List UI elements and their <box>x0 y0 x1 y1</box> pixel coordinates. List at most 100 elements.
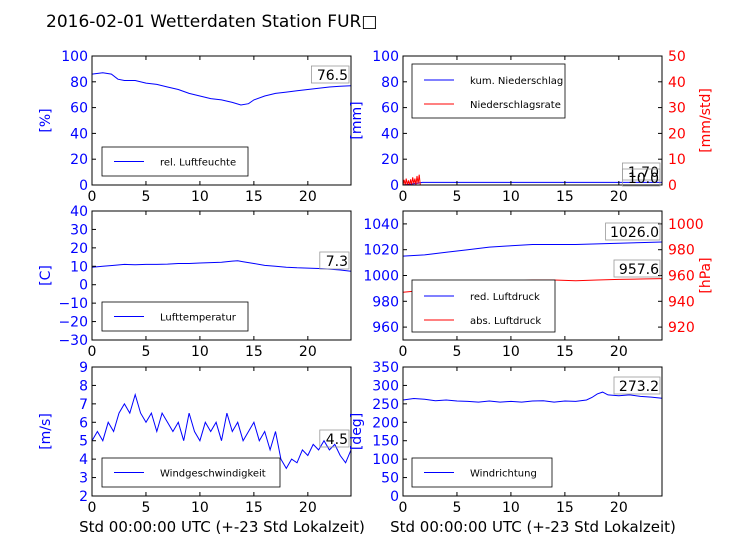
legend-label: kum. Niederschlag <box>470 76 563 87</box>
x-tick-label: 5 <box>452 344 461 360</box>
legend-label: Niederschlagsrate <box>470 100 561 111</box>
y-tick-label: 1000 <box>363 269 399 285</box>
y-axis-label: [deg] <box>349 413 365 450</box>
y-tick-label: 40 <box>70 126 88 142</box>
y-tick-label: 0 <box>390 489 399 505</box>
last-value-box <box>622 168 661 187</box>
x-tick-label: 15 <box>245 344 263 360</box>
y-tick-label: 200 <box>372 415 399 431</box>
y-tick-label: −30 <box>58 333 88 349</box>
series-line-windspeed-0 <box>91 392 352 470</box>
y-tick-label: 30 <box>70 222 88 238</box>
last-value-box <box>605 222 661 241</box>
y-tick-label: 80 <box>381 75 399 91</box>
last-value-label: 76.5 <box>317 68 348 84</box>
y-tick-label: 20 <box>381 152 399 168</box>
x-tick-label: 15 <box>556 344 574 360</box>
y-tick-label-right: 50 <box>668 49 686 65</box>
x-tick-label: 20 <box>610 189 628 205</box>
legend-label: rel. Luftfeuchte <box>160 158 236 169</box>
y-tick-label: 100 <box>372 49 399 65</box>
y-axis-label: [C] <box>38 265 54 286</box>
x-tick-label: 0 <box>399 500 408 516</box>
x-tick-label: 20 <box>299 344 317 360</box>
y-tick-label: 50 <box>381 471 399 487</box>
y-tick-label-right: 20 <box>668 126 686 142</box>
y-tick-label: 100 <box>61 49 88 65</box>
x-tick-label: 5 <box>452 500 461 516</box>
last-value-box <box>613 259 661 278</box>
y-tick-label: 0 <box>390 178 399 194</box>
figure-title: 2016-02-01 Wetterdaten Station FUR□ <box>46 12 377 32</box>
series-line-temperature-0 <box>91 260 352 272</box>
x-tick-label: 0 <box>88 500 97 516</box>
legend-label: abs. Luftdruck <box>470 316 541 327</box>
last-value-label: 273.2 <box>619 379 659 395</box>
y-axis-label-right: [mm/std] <box>698 88 714 153</box>
y-tick-label-right: 0 <box>668 178 677 194</box>
series-line-humidity-0 <box>91 72 352 106</box>
x-tick-label: 20 <box>610 344 628 360</box>
last-value-label: 10.0 <box>628 171 659 187</box>
y-tick-label-right: 10 <box>668 152 686 168</box>
last-value-box <box>319 251 350 270</box>
x-tick-label: 20 <box>299 500 317 516</box>
panel-pressure: 0 5 10 15 20 960 980 1000 1020 1040 920 940 960 980 10… <box>363 210 714 360</box>
last-value-box <box>319 429 350 448</box>
last-value-label: 7.3 <box>326 254 348 270</box>
plot-frame <box>91 366 352 497</box>
x-tick-label: 15 <box>556 189 574 205</box>
x-axis-label-left: Std 00:00:00 UTC (+-23 Std Lokalzeit) <box>79 518 365 536</box>
y-tick-label: 20 <box>70 241 88 257</box>
y-tick-label: 980 <box>372 294 399 310</box>
x-tick-label: 10 <box>191 500 209 516</box>
y-tick-label: 3 <box>79 471 88 487</box>
plot-frame <box>91 55 352 186</box>
y-tick-label-right: 30 <box>668 101 686 117</box>
y-tick-label: 10 <box>70 259 88 275</box>
x-tick-label: 10 <box>502 189 520 205</box>
plot-frame <box>91 210 352 341</box>
x-tick-label: 10 <box>191 189 209 205</box>
y-tick-label: 9 <box>79 360 88 376</box>
y-tick-label-right: 980 <box>668 243 695 259</box>
y-tick-label: −10 <box>58 296 88 312</box>
y-axis-label-right: [hPa] <box>698 257 714 293</box>
x-tick-label: 0 <box>88 344 97 360</box>
panel-winddirection: 0 5 10 15 20050100150200250300350[deg]Windri… <box>349 360 663 516</box>
last-value-label: 957.6 <box>619 262 659 278</box>
x-tick-label: 5 <box>141 189 150 205</box>
y-tick-label: 0 <box>79 278 88 294</box>
y-tick-label-right: 1000 <box>668 217 704 233</box>
legend-box <box>411 279 556 333</box>
y-axis-label: [%] <box>38 108 54 132</box>
x-tick-label: 0 <box>88 189 97 205</box>
x-tick-label: 15 <box>245 189 263 205</box>
y-tick-label: 40 <box>381 126 399 142</box>
x-tick-label: 15 <box>245 500 263 516</box>
y-tick-label: 8 <box>79 378 88 394</box>
x-tick-label: 10 <box>502 500 520 516</box>
x-tick-label: 10 <box>502 344 520 360</box>
x-tick-label: 5 <box>452 189 461 205</box>
legend-label: Windgeschwindigkeit <box>160 469 266 480</box>
x-tick-label: 5 <box>141 344 150 360</box>
legend-label: red. Luftdruck <box>470 292 540 303</box>
last-value-box <box>310 65 350 84</box>
y-tick-label-right: 920 <box>668 320 695 336</box>
panel-temperature: 0 5 10 15 20 −30 −20 −10 0 10 20 30 40 [C] Lufttempera… <box>38 204 352 360</box>
y-tick-label-right: 960 <box>668 269 695 285</box>
y-tick-label: 1020 <box>363 243 399 259</box>
y-tick-label: 4 <box>79 452 88 468</box>
panel-windspeed: 0 5 10 15 20 2 3 4 5 6 7 8 9 [m/s] Windgeschwindigkeit… <box>38 360 352 516</box>
last-value-box <box>613 376 661 395</box>
y-axis-label: [mm] <box>349 101 365 139</box>
x-axis-label-right: Std 00:00:00 UTC (+-23 Std Lokalzeit) <box>390 518 676 536</box>
y-tick-label: 6 <box>79 415 88 431</box>
y-tick-label: 0 <box>79 178 88 194</box>
last-value-label: 1026.0 <box>610 225 659 241</box>
y-tick-label: 80 <box>70 75 88 91</box>
y-tick-label: 350 <box>372 360 399 376</box>
plot-frame <box>402 366 663 497</box>
